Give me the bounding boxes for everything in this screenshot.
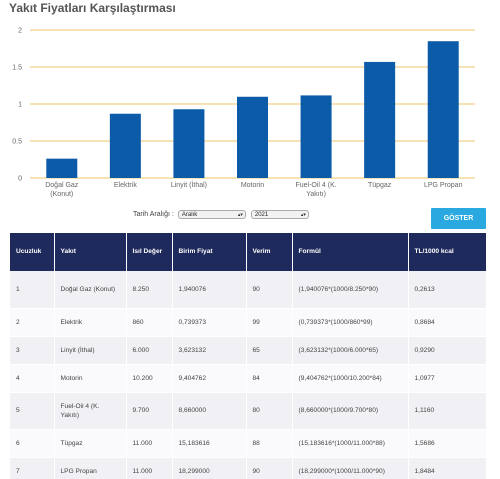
table-row: 4 Motorin 10.200 9,404762 84 (9,404762*(1000/… bbox=[10, 364, 486, 393]
price-comparison-table: Ucuzluk Yakıt Isıl Değer Birim Fiyat Ver… bbox=[10, 233, 486, 479]
month-select-value: Aralık bbox=[181, 211, 198, 218]
cell-heat-value: 11.000 bbox=[126, 457, 173, 479]
bar bbox=[237, 96, 268, 178]
cell-fuel: Fuel-Oil 4 (K. Yakıtı) bbox=[54, 392, 127, 430]
cell-tl-per-kcal: 1,0977 bbox=[408, 364, 486, 393]
cell-rank: 5 bbox=[10, 392, 55, 430]
cell-heat-value: 6.000 bbox=[126, 336, 173, 365]
cell-tl-per-kcal: 1,8484 bbox=[408, 457, 486, 479]
x-tick-label: (Konut) bbox=[50, 191, 73, 198]
cell-heat-value: 10.200 bbox=[126, 364, 173, 393]
header-tl-per-kcal: TL/1000 kcal bbox=[408, 233, 486, 271]
cell-tl-per-kcal: 0,2613 bbox=[408, 271, 486, 309]
cell-formula: (15,183616*(1000/11.000*88) bbox=[292, 429, 409, 458]
cell-tl-per-kcal: 1,5686 bbox=[408, 429, 486, 458]
cell-formula: (3,623132*(1000/6.000*65) bbox=[292, 336, 409, 365]
select-arrows-icon: ▴▾ bbox=[300, 211, 306, 218]
cell-efficiency: 88 bbox=[246, 429, 293, 458]
header-unit-price: Birim Fiyat bbox=[172, 233, 247, 271]
y-tick-label: 0 bbox=[18, 176, 22, 183]
y-tick-label: 1.5 bbox=[12, 65, 22, 72]
cell-efficiency: 90 bbox=[246, 457, 293, 479]
bar bbox=[364, 61, 396, 178]
cell-formula: (0,739373*(1000/860*99) bbox=[292, 308, 409, 337]
y-tick-label: 2 bbox=[18, 28, 22, 35]
x-tick-label: LPG Propan bbox=[424, 182, 463, 189]
cell-unit-price: 18,299000 bbox=[172, 457, 247, 479]
cell-heat-value: 860 bbox=[126, 308, 173, 337]
cell-efficiency: 99 bbox=[246, 308, 293, 337]
cell-fuel: Linyit (İthal) bbox=[54, 336, 127, 365]
cell-formula: (8,660000*(1000/9.700*80) bbox=[292, 392, 409, 430]
cell-efficiency: 65 bbox=[246, 336, 293, 365]
cell-heat-value: 9.700 bbox=[126, 392, 173, 430]
cell-formula: (1,940076*(1000/8.250*90) bbox=[292, 271, 409, 309]
header-heat-value: Isıl Değer bbox=[126, 233, 173, 271]
cell-efficiency: 84 bbox=[246, 364, 293, 393]
header-rank: Ucuzluk bbox=[10, 233, 55, 271]
date-range-filter: Tarih Aralığı : Aralık ▴▾ 2021 ▴▾ bbox=[133, 209, 309, 220]
cell-tl-per-kcal: 0,8684 bbox=[408, 308, 486, 337]
month-select[interactable]: Aralık ▴▾ bbox=[177, 210, 246, 219]
cell-rank: 6 bbox=[10, 429, 55, 458]
table-row: 7 LPG Propan 11.000 18,299000 90 (18,299000*(… bbox=[10, 457, 486, 479]
table-row: 6 Tüpgaz 11.000 15,183616 88 (15,183616*(1000… bbox=[10, 429, 486, 458]
table-row: 3 Linyit (İthal) 6.000 3,623132 65 (3,623132*… bbox=[10, 336, 486, 365]
year-select-value: 2021 bbox=[254, 211, 269, 218]
cell-efficiency: 80 bbox=[246, 392, 293, 430]
page-title: Yakıt Fiyatları Karşılaştırması bbox=[9, 1, 176, 15]
year-select[interactable]: 2021 ▴▾ bbox=[250, 210, 309, 219]
bar bbox=[427, 41, 459, 178]
cell-formula: (9,404762*(1000/10.200*84) bbox=[292, 364, 409, 393]
bar bbox=[109, 113, 141, 178]
cell-unit-price: 0,739373 bbox=[172, 308, 247, 337]
cell-fuel: Doğal Gaz (Konut) bbox=[54, 271, 127, 309]
header-efficiency: Verim bbox=[246, 233, 293, 271]
fuel-price-bar-chart: 0 0.5 1 1.5 2 Doğal Gaz (Konut) Elektrik Linyit … bbox=[12, 28, 475, 198]
x-tick-label: Tüpgaz bbox=[368, 182, 392, 189]
x-tick-label: Elektrik bbox=[114, 182, 137, 189]
header-formula: Formül bbox=[292, 233, 409, 271]
x-tick-label: Linyit (İthal) bbox=[171, 180, 207, 189]
header-fuel: Yakıt bbox=[54, 233, 127, 271]
cell-rank: 2 bbox=[10, 308, 55, 337]
y-tick-label: 1 bbox=[18, 102, 22, 109]
bar bbox=[300, 95, 332, 178]
cell-rank: 7 bbox=[10, 457, 55, 479]
cell-rank: 4 bbox=[10, 364, 55, 393]
show-button[interactable]: GÖSTER bbox=[431, 208, 486, 229]
cell-rank: 3 bbox=[10, 336, 55, 365]
cell-unit-price: 1,940076 bbox=[172, 271, 247, 309]
bar bbox=[46, 158, 78, 178]
cell-heat-value: 8.250 bbox=[126, 271, 173, 309]
cell-unit-price: 8,660000 bbox=[172, 392, 247, 430]
cell-rank: 1 bbox=[10, 271, 55, 309]
x-tick-label: Doğal Gaz bbox=[45, 182, 79, 189]
bar bbox=[173, 109, 205, 178]
cell-fuel: Motorin bbox=[54, 364, 127, 393]
x-tick-label: Yakıtı) bbox=[306, 191, 326, 198]
table-row: 2 Elektrik 860 0,739373 99 (0,739373*(1000/86… bbox=[10, 308, 486, 337]
table-row: 5 Fuel-Oil 4 (K. Yakıtı) 9.700 8,660000 80 (8… bbox=[10, 392, 486, 430]
cell-unit-price: 15,183616 bbox=[172, 429, 247, 458]
date-range-label: Tarih Aralığı : bbox=[133, 211, 174, 218]
x-tick-label: Motorin bbox=[241, 182, 264, 189]
y-tick-label: 0.5 bbox=[12, 139, 22, 146]
x-tick-label: Fuel-Oil 4 (K. bbox=[295, 182, 336, 189]
cell-unit-price: 9,404762 bbox=[172, 364, 247, 393]
table-row: 1 Doğal Gaz (Konut) 8.250 1,940076 90 (1,9400… bbox=[10, 271, 486, 309]
cell-formula: (18,299000*(1000/11.000*90) bbox=[292, 457, 409, 479]
select-arrows-icon: ▴▾ bbox=[237, 211, 243, 218]
cell-tl-per-kcal: 0,9290 bbox=[408, 336, 486, 365]
cell-fuel: LPG Propan bbox=[54, 457, 127, 479]
table-header-row: Ucuzluk Yakıt Isıl Değer Birim Fiyat Ver… bbox=[10, 233, 486, 271]
cell-efficiency: 90 bbox=[246, 271, 293, 309]
cell-heat-value: 11.000 bbox=[126, 429, 173, 458]
cell-unit-price: 3,623132 bbox=[172, 336, 247, 365]
cell-fuel: Elektrik bbox=[54, 308, 127, 337]
cell-fuel: Tüpgaz bbox=[54, 429, 127, 458]
cell-tl-per-kcal: 1,1160 bbox=[408, 392, 486, 430]
